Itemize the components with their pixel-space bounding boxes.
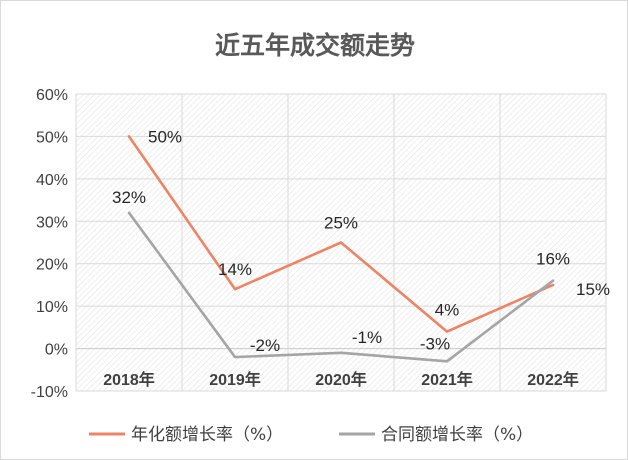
x-category-label: 2021年	[421, 370, 473, 389]
x-category-label: 2019年	[209, 370, 261, 389]
data-label-series-1: 50%	[148, 127, 182, 146]
series-line-1	[127, 135, 555, 333]
data-label-series-2: -2%	[250, 336, 280, 355]
data-label-series-1: 4%	[435, 301, 460, 320]
legend-label-2: 合同额增长率（%）	[381, 425, 533, 445]
y-tick-label: 10%	[36, 299, 68, 316]
y-tick-label: 60%	[36, 87, 68, 104]
y-tick-label: 0%	[45, 342, 68, 359]
y-tick-label: -10%	[31, 384, 68, 401]
data-label-series-1: 25%	[324, 214, 358, 233]
data-label-series-2: 16%	[536, 250, 570, 269]
x-category-label: 2022年	[527, 370, 579, 389]
data-label-series-1: 14%	[218, 260, 252, 279]
y-tick-label: 20%	[36, 257, 68, 274]
x-category-label: 2018年	[103, 370, 155, 389]
y-tick-label: 30%	[36, 214, 68, 231]
data-label-series-2: -3%	[420, 334, 450, 353]
y-tick-label: 50%	[36, 129, 68, 146]
chart-title: 近五年成交额走势	[215, 31, 415, 60]
data-label-series-2: 32%	[112, 188, 146, 207]
data-label-series-2: -1%	[352, 328, 382, 347]
legend-label-1: 年化额增长率（%）	[131, 425, 283, 445]
x-category-label: 2020年	[315, 370, 367, 389]
data-label-series-1: 15%	[576, 280, 610, 299]
y-tick-label: 40%	[36, 172, 68, 189]
series-line-2	[127, 211, 555, 363]
